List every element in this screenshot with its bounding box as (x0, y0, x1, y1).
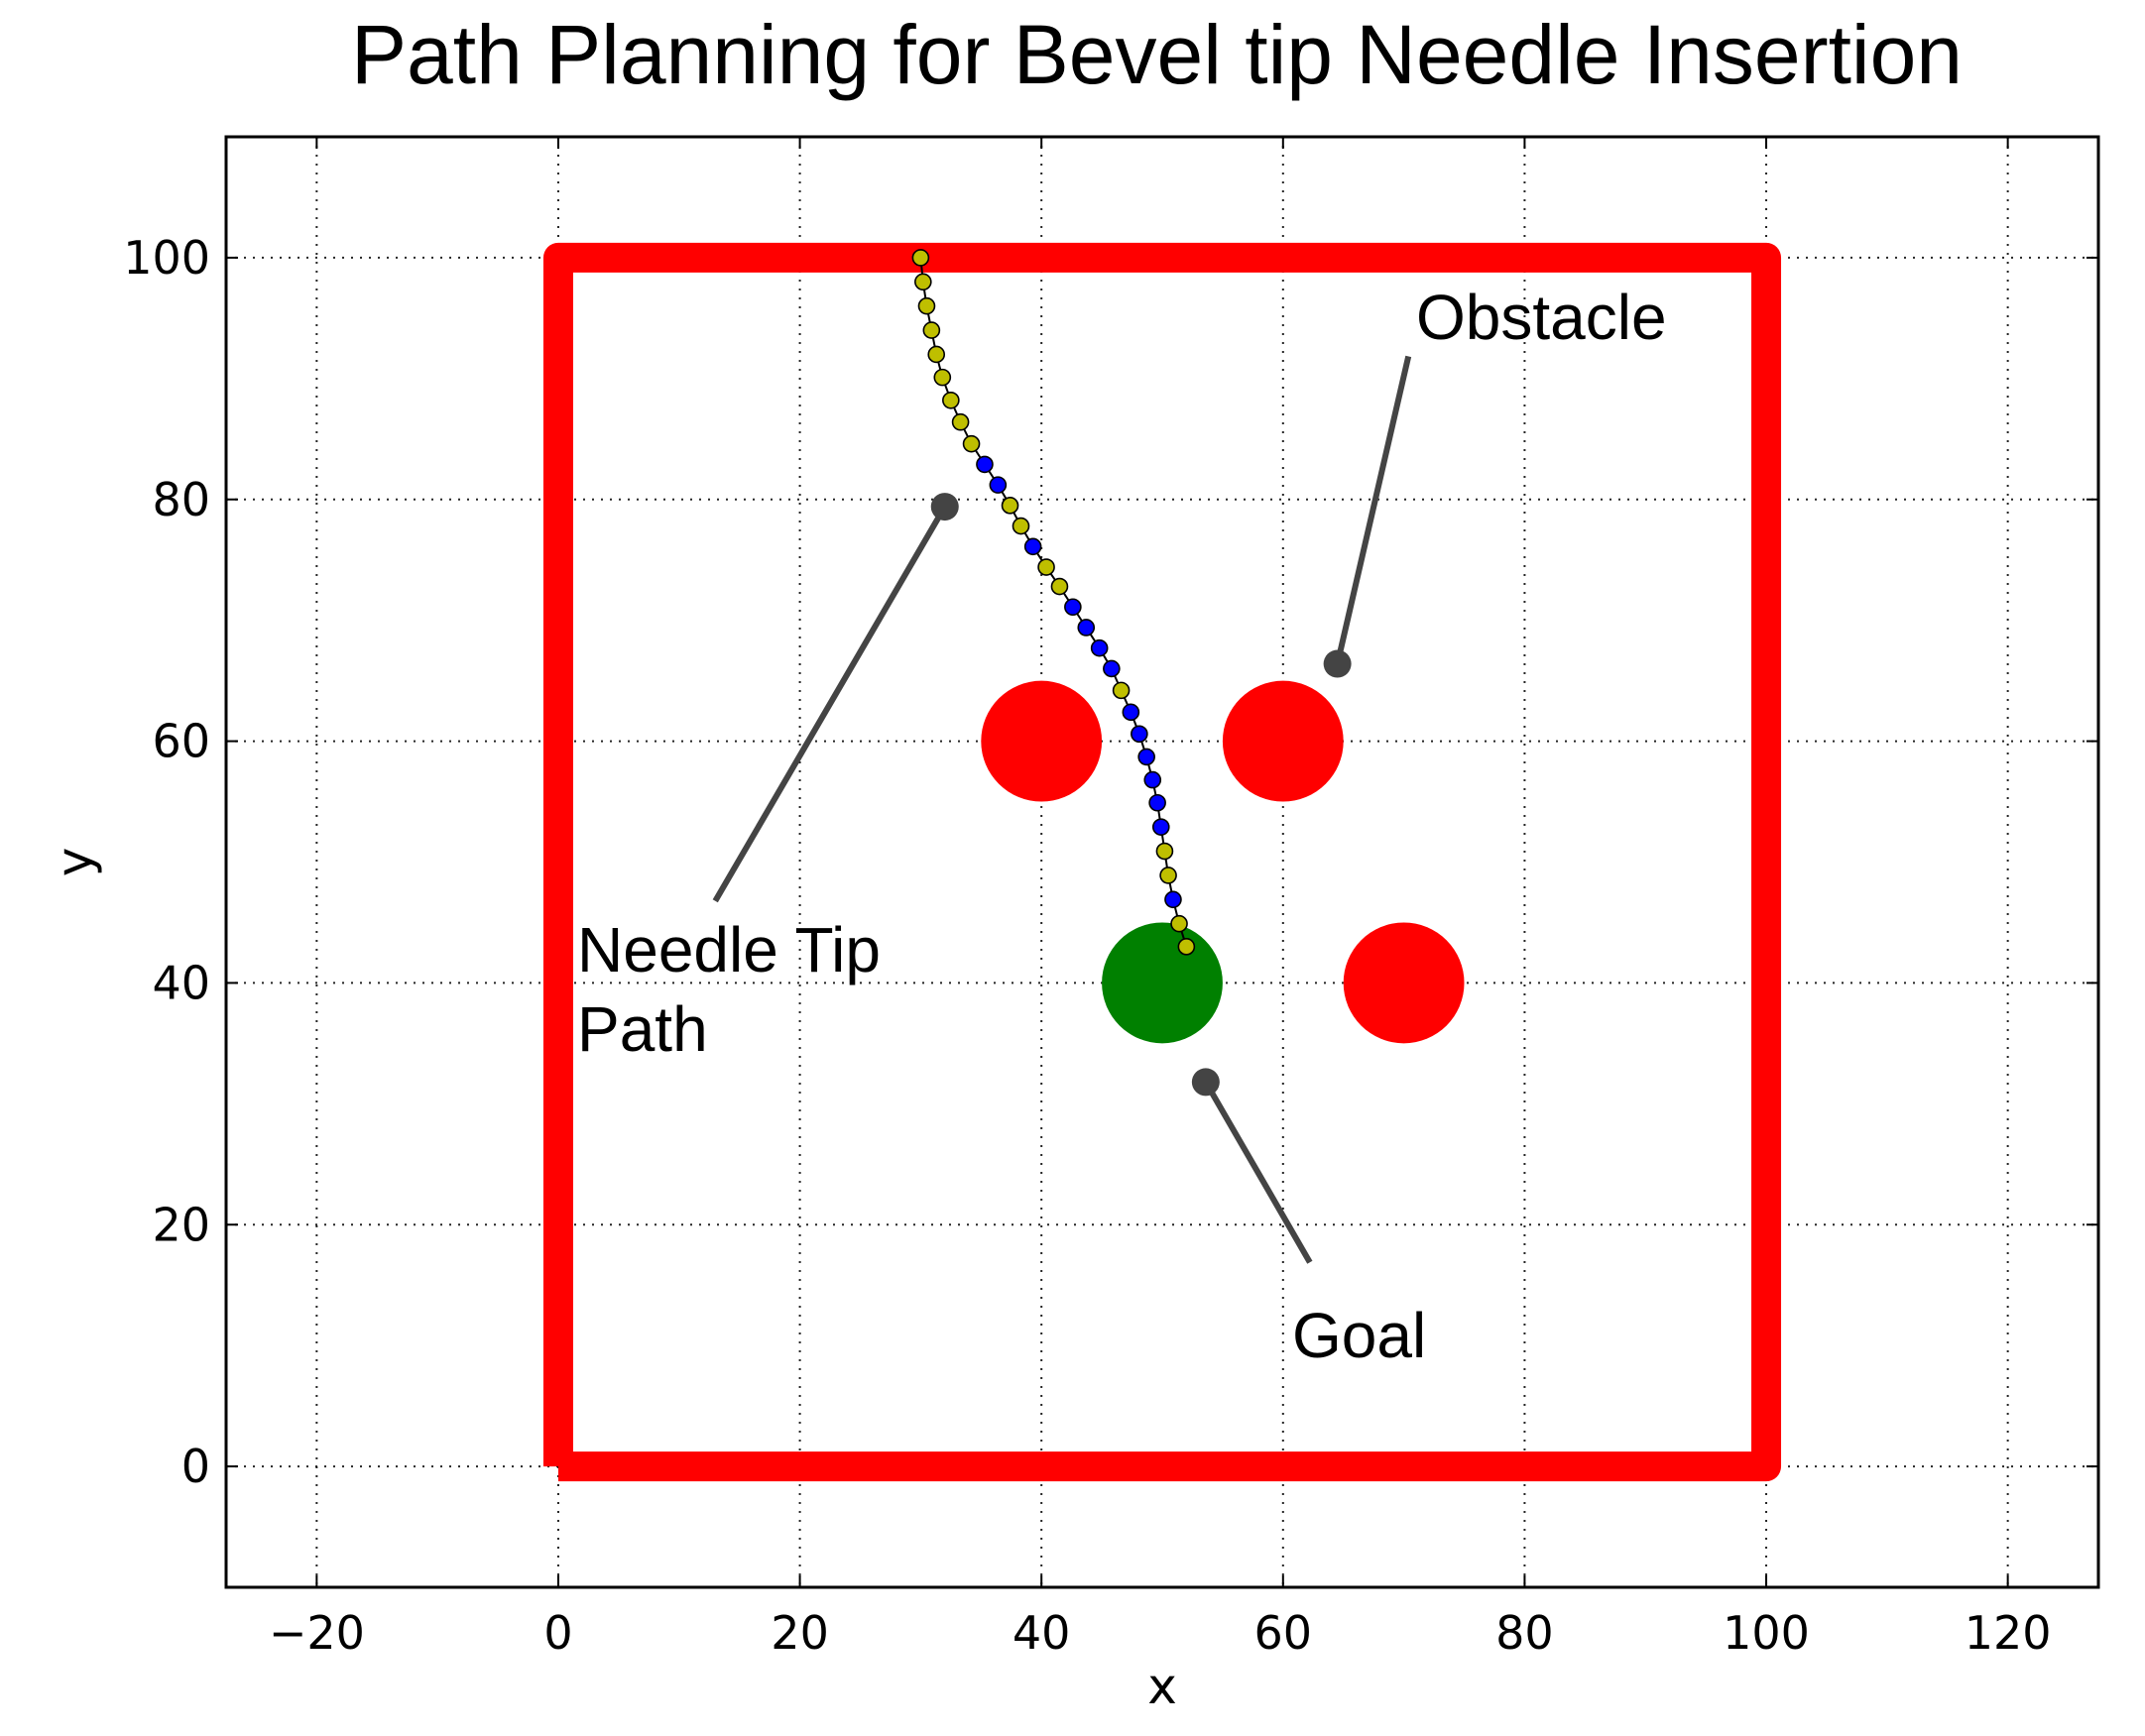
needle-path-point (933, 368, 952, 387)
annotation-label: Goal (1292, 1300, 1426, 1371)
obstacle-circle (1343, 922, 1465, 1044)
needle-path-point (914, 273, 932, 291)
goal-circle (1102, 922, 1223, 1044)
needle-path-point (1037, 558, 1055, 576)
annotation-label: Needle Tip Path (577, 914, 881, 1065)
x-tick-label: 80 (1495, 1606, 1554, 1660)
needle-path-point (1077, 619, 1096, 637)
annotation-arrow (1203, 1080, 1313, 1264)
needle-path-point (1064, 598, 1082, 617)
needle-path-point (951, 412, 970, 431)
annotation-arrow (712, 505, 948, 903)
needle-path-point (1023, 537, 1042, 556)
needle-path-point (1050, 577, 1069, 596)
x-tick-label: 100 (1723, 1606, 1810, 1660)
y-tick-label: 100 (123, 231, 210, 285)
needle-path-point (1148, 793, 1166, 812)
needle-path-point (927, 345, 946, 364)
needle-path-point (1001, 497, 1019, 515)
annotation-arrow-head (1323, 649, 1352, 678)
plot-content (542, 242, 1782, 1482)
needle-path-point (917, 296, 936, 315)
needle-path-point (1177, 938, 1196, 956)
annotation-label: Obstacle (1416, 282, 1667, 353)
needle-path-point (1090, 638, 1109, 657)
annotation-arrow-head (930, 493, 959, 521)
needle-path-point (1143, 770, 1162, 789)
needle-path-point (1151, 818, 1170, 836)
y-tick-label: 80 (152, 473, 210, 526)
needle-path-point (989, 476, 1008, 494)
x-tick-label: 0 (543, 1606, 572, 1660)
needle-path-point (1112, 681, 1131, 700)
x-tick-label: 40 (1013, 1606, 1071, 1660)
x-tick-label: −20 (269, 1606, 365, 1660)
needle-path-point (1122, 703, 1140, 722)
x-axis-label: x (1147, 1658, 1177, 1715)
obstacle-circle (1222, 680, 1344, 802)
needle-path-point (942, 391, 960, 409)
needle-path-point (1155, 842, 1174, 861)
chart-title: Path Planning for Bevel tip Needle Inser… (351, 8, 1963, 101)
annotation-arrow (1334, 355, 1412, 665)
needle-path-point (1159, 867, 1177, 884)
needle-path-point (911, 249, 930, 267)
needle-path-point (1137, 748, 1155, 766)
y-tick-label: 0 (181, 1440, 210, 1493)
annotation-arrow-head (1191, 1068, 1220, 1097)
y-tick-label: 60 (152, 715, 210, 768)
x-tick-label: 120 (1965, 1606, 2052, 1660)
y-axis-label: y (46, 848, 103, 877)
obstacle-circle (981, 680, 1103, 802)
needle-path-point (1164, 890, 1182, 909)
axes-frame (224, 135, 2100, 1589)
x-tick-label: 20 (771, 1606, 829, 1660)
needle-path-point (1131, 725, 1148, 744)
y-tick-label: 40 (152, 956, 210, 1009)
needle-path-point (962, 434, 981, 453)
y-tick-label: 20 (152, 1198, 210, 1251)
needle-path-point (976, 455, 994, 474)
x-tick-label: 60 (1254, 1606, 1313, 1660)
needle-path-point (1103, 659, 1121, 678)
needle-path-point (1170, 914, 1188, 933)
needle-path-point (922, 321, 941, 339)
needle-path-point (1012, 517, 1030, 535)
boundary-wall (542, 242, 1782, 1482)
axes-background (226, 137, 2098, 1587)
